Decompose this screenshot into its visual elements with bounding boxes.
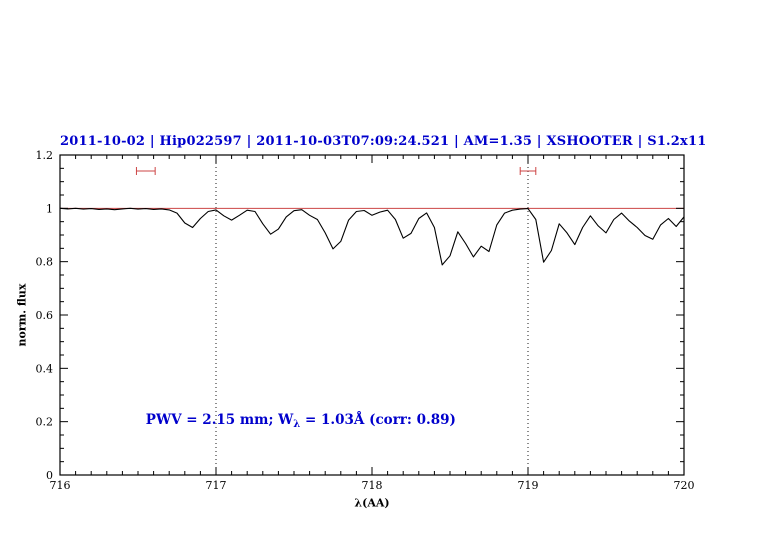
- pwv-annotation-prefix: PWV = 2.15 mm; W: [145, 411, 294, 428]
- x-tick-label: 718: [362, 479, 383, 492]
- y-axis-label: norm. flux: [15, 283, 29, 347]
- pwv-annotation-suffix: = 1.03Å (corr: 0.89): [300, 411, 456, 428]
- plot-title: 2011-10-02 | Hip022597 | 2011-10-03T07:0…: [60, 134, 707, 149]
- y-tick-label: 0: [46, 469, 53, 482]
- x-axis-label: λ(AA): [354, 496, 390, 510]
- pwv-annotation-subscript: λ: [293, 418, 301, 430]
- y-tick-label: 0.4: [36, 362, 54, 375]
- spectrum-trace: [59, 207, 685, 266]
- y-tick-label: 0.8: [36, 256, 54, 269]
- y-tick-label: 0.2: [36, 416, 54, 429]
- x-tick-label: 716: [50, 479, 71, 492]
- y-tick-label: 1.2: [36, 149, 54, 162]
- y-tick-label: 0.6: [36, 309, 54, 322]
- x-tick-label: 719: [518, 479, 539, 492]
- pwv-annotation: PWV = 2.15 mm; Wλ = 1.03Å (corr: 0.89): [146, 412, 456, 430]
- x-tick-label: 720: [674, 479, 695, 492]
- y-tick-label: 1: [46, 202, 53, 215]
- x-tick-label: 717: [206, 479, 227, 492]
